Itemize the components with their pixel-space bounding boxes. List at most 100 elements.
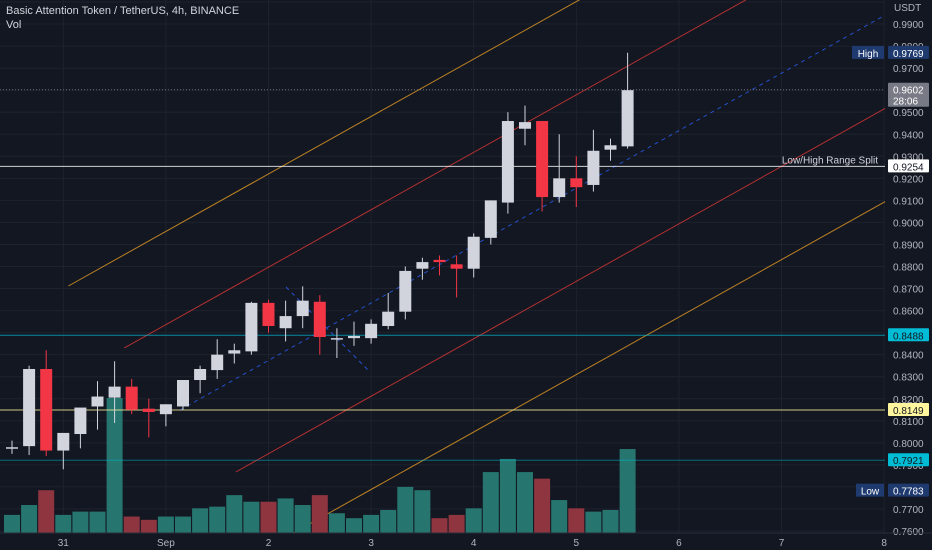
candle-body[interactable]: [348, 335, 360, 339]
volume-bar: [397, 486, 414, 533]
candle-body[interactable]: [587, 150, 600, 185]
price-tick-label: 0.9000: [893, 218, 924, 229]
high-price-label-bg: [888, 45, 929, 59]
volume-bar: [55, 514, 72, 533]
volume-bar: [551, 500, 568, 533]
candle-body[interactable]: [553, 178, 566, 198]
support-yellow-price-label: 0.8149: [893, 406, 924, 417]
price-tick-label: 0.9300: [893, 152, 924, 163]
volume-bar: [380, 509, 397, 533]
candle-body[interactable]: [416, 262, 429, 269]
candle-body[interactable]: [211, 354, 224, 371]
price-tick-label: 0.8300: [893, 373, 924, 384]
candle-body[interactable]: [245, 302, 258, 352]
low-price-label-bg: [888, 483, 929, 497]
pitchfork-lower-outer: [291, 201, 886, 535]
volume-bar: [534, 478, 551, 533]
volume-bar: [294, 505, 311, 533]
time-tick-label: 7: [779, 538, 785, 549]
symbol-title[interactable]: Basic Attention Token / TetherUS, 4h, BI…: [6, 5, 240, 17]
candle-body[interactable]: [296, 300, 309, 317]
pitchfork-lower-inner: [235, 108, 886, 473]
time-tick-label: 3: [368, 538, 374, 549]
price-tick-label: 0.8100: [893, 417, 924, 428]
volume-bar: [328, 513, 345, 533]
volume-bar: [72, 511, 89, 533]
pitchfork-upper-outer: [68, 0, 581, 287]
volume-bar: [123, 516, 140, 533]
candle-body[interactable]: [467, 236, 480, 269]
candle-body[interactable]: [536, 121, 549, 198]
support-yellow-price-label-bg: [888, 402, 929, 416]
candle-body[interactable]: [194, 368, 207, 381]
time-tick-label: 5: [574, 538, 580, 549]
candle-body[interactable]: [40, 368, 53, 451]
candles[interactable]: [6, 52, 634, 470]
candle-body[interactable]: [262, 302, 275, 327]
range-split-price-label: 0.9254: [893, 162, 924, 173]
candle-body[interactable]: [23, 368, 36, 447]
price-tick-label: 0.8200: [893, 395, 924, 406]
candle-body[interactable]: [365, 323, 378, 339]
candle-body[interactable]: [228, 350, 241, 354]
last-price-label-bg: [888, 82, 929, 107]
candle-body[interactable]: [570, 178, 583, 188]
candle-body[interactable]: [108, 386, 121, 398]
candle-body[interactable]: [125, 386, 138, 410]
candle-body[interactable]: [621, 90, 634, 147]
price-axis-unit: USDT: [894, 3, 921, 14]
price-tick-label: 0.8800: [893, 263, 924, 274]
time-tick-label: 8: [881, 538, 887, 549]
volume-bar: [499, 458, 516, 533]
volume-bar: [243, 501, 260, 533]
pitchfork-median: [179, 14, 886, 411]
candle-body[interactable]: [57, 432, 70, 451]
horizontal-lines[interactable]: [0, 89, 885, 461]
candle-body[interactable]: [330, 338, 343, 340]
volume-bar: [431, 518, 448, 533]
support-cyan-price-label-bg: [888, 453, 929, 467]
volume-bar: [21, 505, 38, 533]
price-tick-label: 0.9500: [893, 108, 924, 119]
price-tick-label: 0.7900: [893, 461, 924, 472]
price-tick-label: 0.8400: [893, 351, 924, 362]
price-axis[interactable]: USDT0.76000.77000.78000.79000.80000.8100…: [887, 0, 932, 550]
price-tick-label: 0.9200: [893, 174, 924, 185]
volume-bar: [226, 495, 243, 533]
volume-bar: [157, 516, 174, 533]
time-tick-label: 6: [676, 538, 682, 549]
price-tick-label: 0.8600: [893, 307, 924, 318]
volume-legend[interactable]: Vol: [6, 19, 22, 31]
volume-bar: [106, 398, 123, 533]
volume-bar: [602, 509, 619, 533]
candle-body[interactable]: [433, 259, 446, 263]
candle-body[interactable]: [74, 407, 87, 435]
candle-body[interactable]: [604, 145, 617, 150]
candle-body[interactable]: [484, 200, 497, 238]
candle-body[interactable]: [450, 264, 463, 269]
volume-bar: [175, 516, 191, 533]
candle-body[interactable]: [6, 447, 18, 449]
low-tag-bg: [856, 483, 884, 497]
price-tick-label: 0.9400: [893, 130, 924, 141]
volume-bar: [260, 501, 277, 533]
candle-body[interactable]: [382, 311, 395, 327]
candle-body[interactable]: [159, 404, 172, 415]
high-price-label: 0.9769: [893, 49, 924, 60]
volume-bar: [568, 508, 585, 533]
support-cyan-price-label: 0.7921: [893, 456, 924, 467]
candle-body[interactable]: [177, 380, 189, 407]
candle-body[interactable]: [519, 122, 531, 129]
high-tag-bg: [852, 45, 884, 59]
high-tag: High: [858, 49, 879, 60]
candle-body[interactable]: [313, 301, 326, 338]
price-tick-label: 0.8900: [893, 240, 924, 251]
candle-body[interactable]: [399, 270, 412, 312]
candle-body[interactable]: [279, 316, 292, 329]
candle-body[interactable]: [501, 121, 514, 203]
time-axis[interactable]: 31 Sep 2 3 4 5 6 7 8: [0, 532, 932, 550]
candle-body[interactable]: [142, 408, 155, 412]
candle-body[interactable]: [91, 396, 104, 407]
